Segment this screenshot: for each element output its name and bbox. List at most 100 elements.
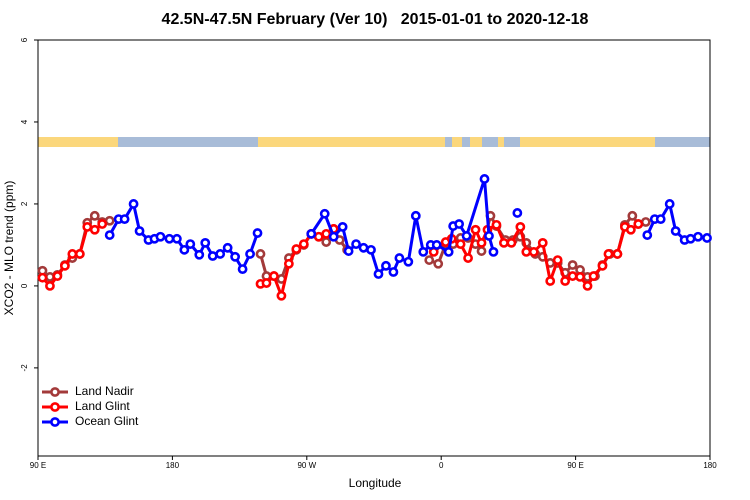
point (52, 271, 63, 281)
point (454, 219, 465, 229)
point (185, 239, 196, 250)
point (200, 237, 211, 248)
x-tick-label: 0 (439, 461, 444, 470)
point (337, 221, 348, 232)
legend-label: Land Nadir (75, 384, 134, 398)
point (261, 278, 272, 288)
point (443, 246, 454, 257)
point (506, 237, 517, 248)
point (328, 231, 339, 242)
chart-title: 42.5N-47.5N February (Ver 10) 2015-01-01… (162, 11, 589, 28)
x-axis-label: Longitude (349, 476, 402, 490)
point (388, 267, 399, 277)
point (373, 269, 384, 279)
x-tick-label: 180 (703, 461, 717, 470)
point (512, 208, 523, 218)
point (252, 228, 263, 238)
point (358, 242, 369, 253)
point (642, 230, 653, 240)
x-tick-label: 90 E (567, 461, 583, 470)
legend-label: Ocean Glint (75, 414, 139, 428)
point (488, 246, 499, 257)
point (82, 221, 93, 232)
point (298, 239, 309, 250)
point (625, 224, 636, 235)
point (59, 260, 70, 271)
point (491, 219, 502, 230)
point (670, 226, 681, 236)
x-tick-label: 180 (166, 461, 180, 470)
point (67, 249, 78, 259)
legend-marker (50, 402, 60, 412)
point (484, 231, 494, 241)
x-tick-label: 90 E (30, 461, 46, 470)
point (171, 233, 182, 244)
point (291, 244, 302, 254)
point (164, 233, 175, 244)
point (321, 228, 332, 239)
point (269, 271, 279, 281)
point (215, 249, 226, 259)
point (567, 271, 578, 281)
point (463, 253, 473, 263)
legend-marker (50, 387, 60, 397)
point (179, 244, 190, 255)
point (702, 233, 712, 243)
point (128, 199, 139, 209)
point (603, 249, 614, 259)
point (207, 251, 218, 261)
point (366, 244, 376, 255)
point (321, 237, 332, 247)
point (74, 249, 85, 259)
y-tick-label: 4 (20, 119, 29, 124)
x-tick-label: 90 W (297, 461, 316, 470)
point (45, 281, 55, 291)
point (283, 258, 294, 269)
point (476, 237, 487, 248)
point (612, 249, 623, 259)
point (237, 264, 248, 275)
point (37, 272, 48, 283)
point (97, 219, 108, 229)
point (89, 224, 100, 235)
point (588, 271, 599, 281)
point (627, 210, 638, 221)
point (461, 231, 472, 241)
point (306, 228, 317, 239)
legend-label: Land Glint (75, 399, 130, 413)
point (194, 249, 205, 260)
point (479, 174, 490, 184)
point (664, 199, 675, 209)
land-sea-strip (38, 137, 710, 147)
point (418, 246, 429, 257)
point (597, 260, 608, 271)
point (255, 249, 266, 259)
point (640, 217, 651, 227)
point (567, 260, 578, 270)
point (313, 231, 324, 242)
point (575, 271, 585, 282)
point (582, 281, 593, 291)
point (455, 239, 466, 250)
point (655, 214, 666, 225)
point (230, 251, 241, 262)
point (319, 208, 330, 219)
point (222, 242, 233, 253)
point (521, 246, 532, 257)
point (119, 214, 130, 225)
point (685, 233, 696, 244)
point (433, 258, 444, 269)
point (104, 215, 115, 226)
y-axis-label: XCO2 - MLO trend (ppm) (2, 181, 16, 316)
point (134, 226, 145, 236)
point (410, 210, 421, 221)
point (276, 290, 287, 301)
point (343, 246, 354, 256)
point (545, 276, 556, 286)
point (515, 221, 526, 232)
plot-frame (37, 39, 711, 457)
point (476, 246, 487, 256)
point (403, 256, 414, 267)
